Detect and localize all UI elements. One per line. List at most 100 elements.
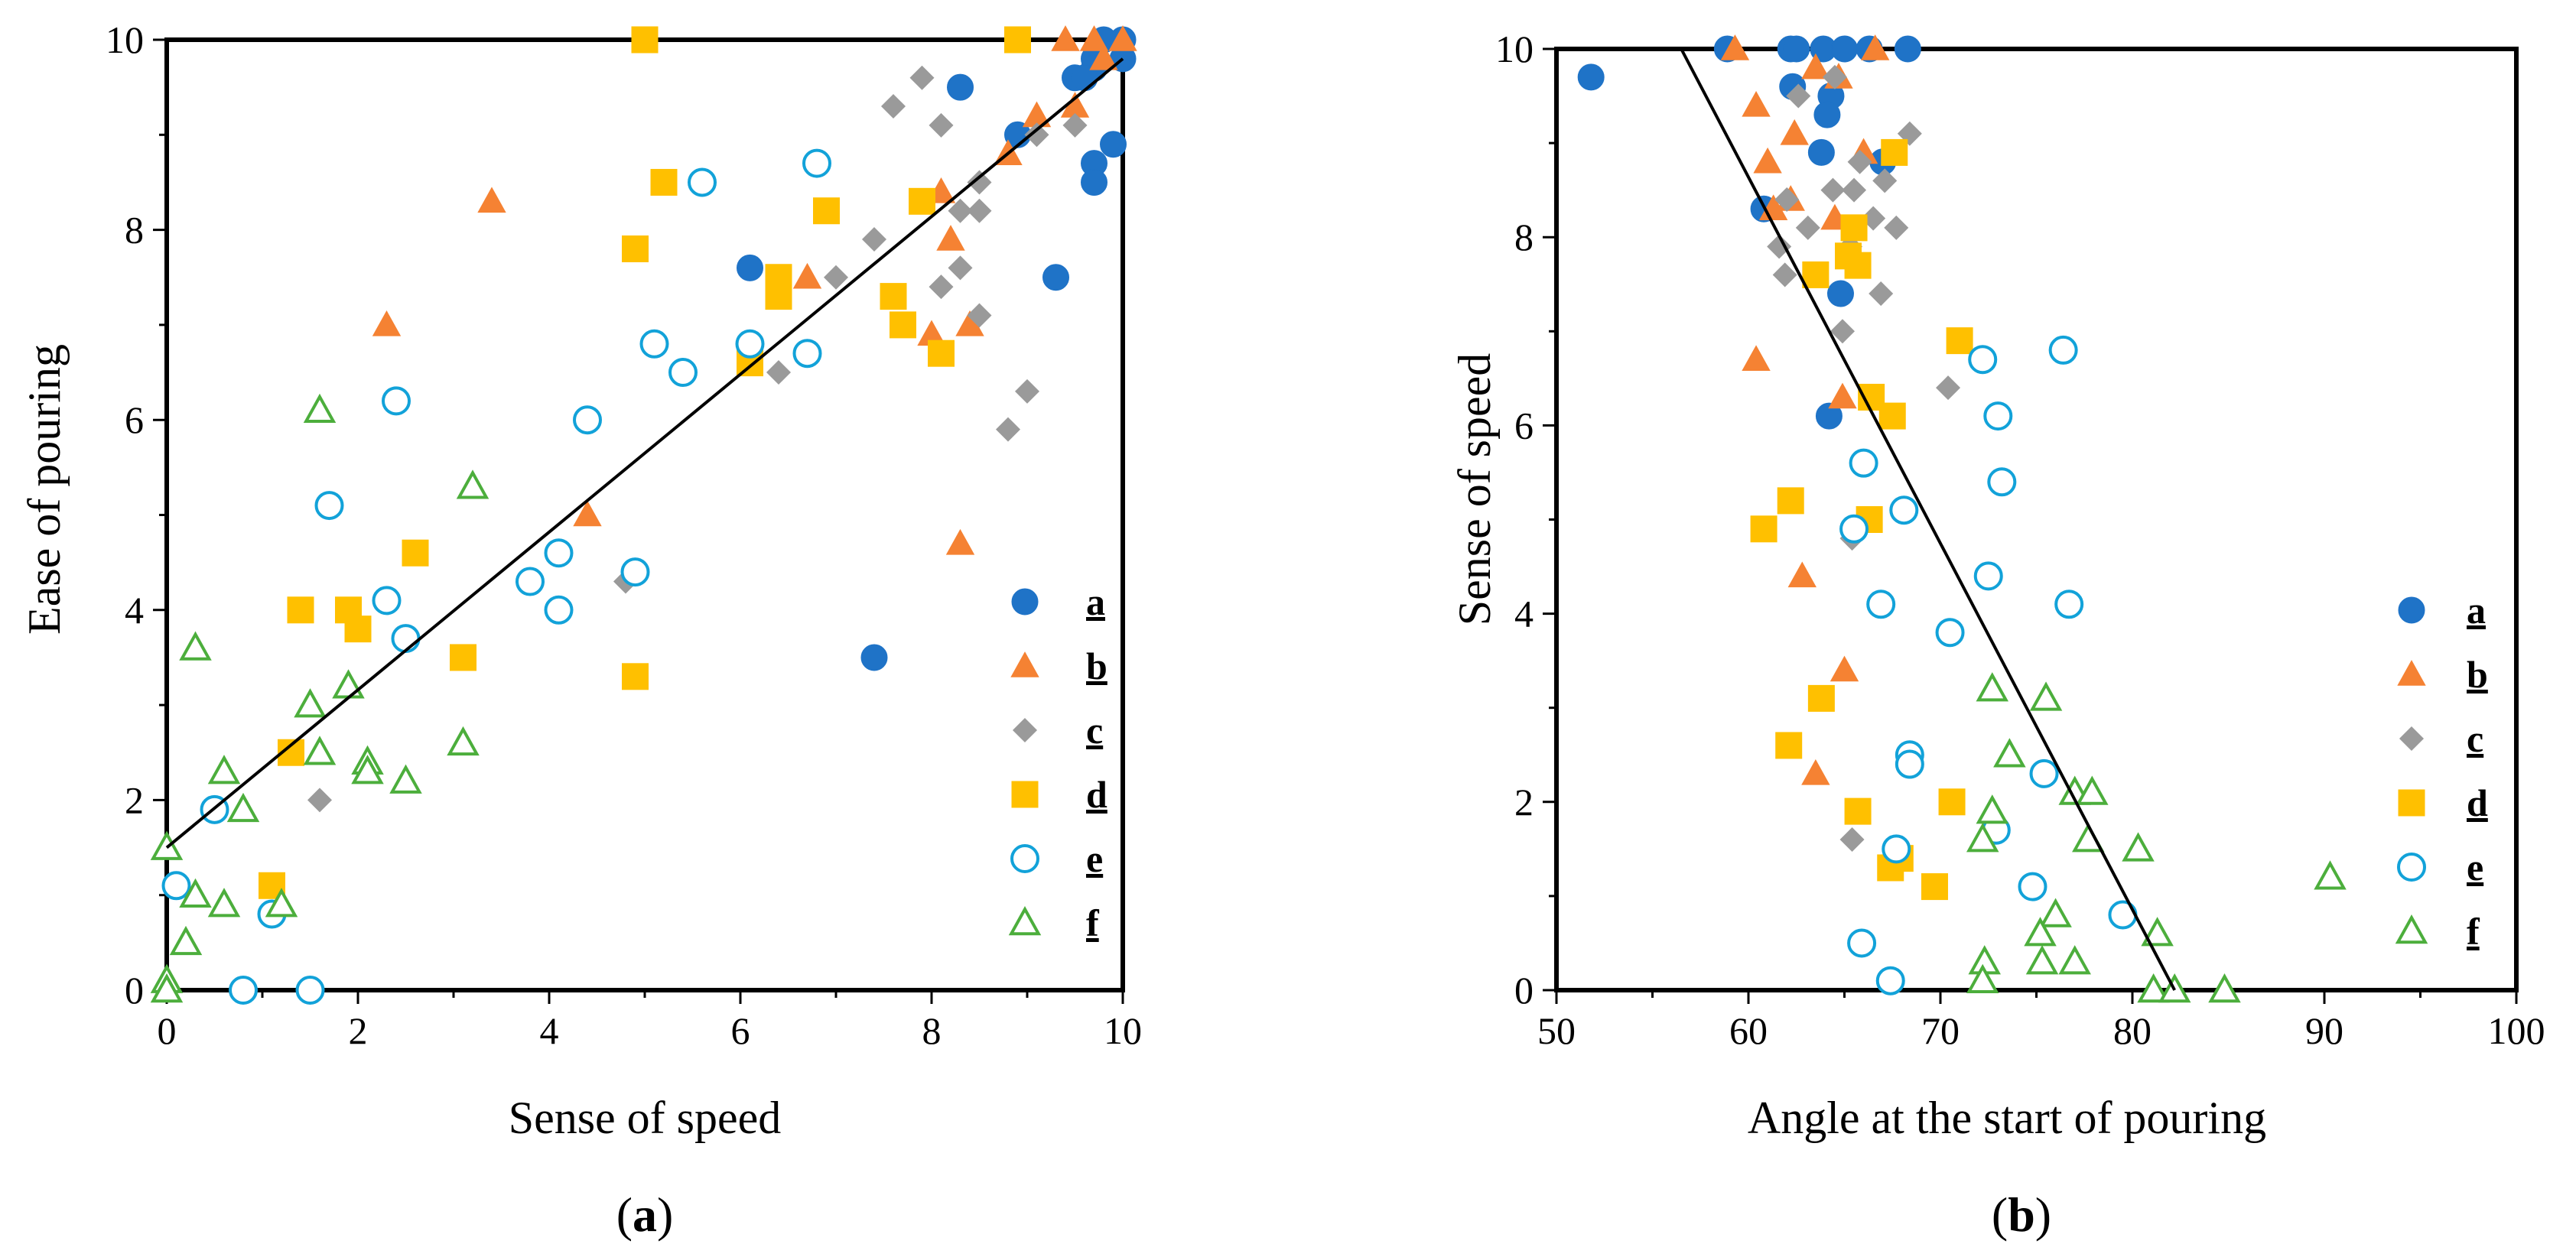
panel-b-legend-marker-f [2395, 914, 2428, 944]
panel-a-x-tick-label: 4 [540, 1009, 559, 1052]
panel-a-point-c [1014, 378, 1040, 404]
panel-a-point-a [947, 73, 974, 101]
panel-b-tag: (b) [1992, 1187, 2051, 1242]
panel-a-point-d [890, 311, 916, 339]
panel-a-series-c [307, 65, 1088, 813]
panel-a-legend-marker-c [1012, 717, 1038, 743]
panel-a-y-tick-label: 0 [125, 969, 144, 1012]
panel-a-legend-marker-b [1010, 651, 1039, 677]
panel-b-point-f [2314, 860, 2347, 890]
panel-a-point-f [294, 688, 327, 718]
panel-a-point-d [344, 616, 372, 643]
panel-a-point-e [516, 567, 545, 596]
panel-b-point-d [1878, 402, 1906, 430]
panel-b-legend-label-e: e [2467, 846, 2483, 888]
panel-b-point-f [1993, 738, 2026, 768]
panel-a-tag: (a) [616, 1187, 674, 1242]
panel-a-point-d [765, 283, 792, 310]
panel-a-point-f [179, 878, 212, 908]
panel-a-point-b [1089, 44, 1118, 70]
panel-b-point-e [1987, 467, 2017, 497]
panel-a-x-axis-label: Sense of speed [509, 1093, 782, 1143]
panel-a-legend-marker-d [1011, 781, 1039, 808]
panel-b-point-b [1780, 119, 1809, 145]
panel-b-point-c [1767, 234, 1792, 259]
panel-b-point-c [1774, 187, 1800, 212]
panel-a-point-d [450, 644, 476, 671]
panel-b-point-b [1720, 34, 1750, 60]
panel-b-series-f [1966, 672, 2347, 1003]
panel-b-y-axis-label: Sense of speed [1449, 353, 1500, 626]
panel-a-y-axis-label: Ease of pouring [19, 344, 70, 635]
panel-a-point-c [929, 112, 954, 138]
panel-a-point-f [303, 736, 337, 765]
panel-b-legend-marker-e [2397, 853, 2426, 882]
panel-a-point-d [813, 197, 840, 225]
panel-b-point-b [1828, 382, 1857, 409]
panel-a-point-f [150, 973, 184, 1003]
panel-a-point-f [389, 764, 422, 794]
panel-a-y-tick-label: 4 [125, 589, 144, 632]
panel-a-x-tick-label: 2 [349, 1009, 368, 1052]
panel-a-point-c [967, 170, 992, 195]
panel-b-y-tick-label: 0 [1514, 969, 1534, 1012]
panel-b-point-f [1976, 672, 2009, 702]
panel-a-point-d [650, 168, 678, 196]
panel-b-point-d [1807, 684, 1835, 712]
panel-b-point-e [2054, 590, 2084, 619]
panel-a-point-c [1024, 122, 1049, 148]
panel-b-point-f [1966, 823, 1999, 853]
panel-b-point-e [1895, 749, 1924, 779]
panel-a-point-d [622, 663, 649, 690]
panel-a-point-c [880, 94, 906, 119]
panel-b-x-tick-label: 60 [1729, 1009, 1768, 1052]
panel-b-series-b [1720, 34, 1890, 785]
panel-a-point-c [909, 65, 935, 90]
panel-b-point-c [1820, 177, 1846, 203]
panel-b-point-c [1936, 375, 1961, 401]
panel-a-point-b [1079, 25, 1109, 51]
panel-a-tag-letter: a [633, 1187, 657, 1242]
panel-b-point-b [1801, 53, 1830, 80]
panel-b-point-f [1966, 963, 1999, 993]
panel-a-point-e [639, 329, 669, 359]
panel-b-legend-label-d: d [2467, 781, 2488, 824]
panel-a-y-tick-label: 8 [125, 209, 144, 252]
panel-b-point-f [2141, 917, 2174, 947]
panel-a-point-c [995, 417, 1021, 442]
panel-a-point-d [909, 187, 935, 215]
panel-a-point-e [161, 871, 191, 901]
panel-a-point-f [265, 888, 298, 918]
panel-a-point-c [861, 227, 887, 252]
panel-a-point-e [802, 148, 831, 178]
panel-a-point-f [179, 631, 212, 661]
panel-a-point-b [936, 225, 965, 251]
panel-b-point-f [1976, 794, 2009, 824]
panel-b-point-e [1847, 928, 1877, 958]
panel-a-point-e [573, 405, 602, 435]
panel-a-point-c [307, 788, 333, 813]
panel-b-point-c [1869, 281, 1894, 307]
panel-b-point-c [1884, 215, 1909, 240]
panel-a-point-b [792, 262, 822, 289]
panel-a-point-d [287, 596, 314, 624]
panel-b-y-tick-label: 4 [1514, 593, 1534, 635]
panel-b-point-f [2137, 973, 2170, 1003]
panel-a-point-c [948, 198, 973, 223]
panel-a-point-e [382, 386, 411, 416]
panel-a-series-b [372, 25, 1137, 555]
panel-b-y-tick-label: 8 [1514, 216, 1534, 258]
panel-a-point-f [332, 669, 365, 699]
panel-b-point-e [1839, 514, 1869, 544]
panel-a-point-d [928, 339, 955, 367]
panel-b-point-a [1815, 402, 1843, 430]
panel-a-point-e [668, 358, 698, 388]
panel-b-point-f [2024, 917, 2057, 947]
panel-a-point-d [880, 283, 907, 310]
panel-a-point-f [169, 925, 203, 956]
panel-b-point-a [1813, 101, 1841, 128]
panel-a-legend-label-d: d [1086, 773, 1107, 816]
panel-a-point-c [823, 265, 849, 290]
panel-b-point-c [1795, 215, 1820, 240]
